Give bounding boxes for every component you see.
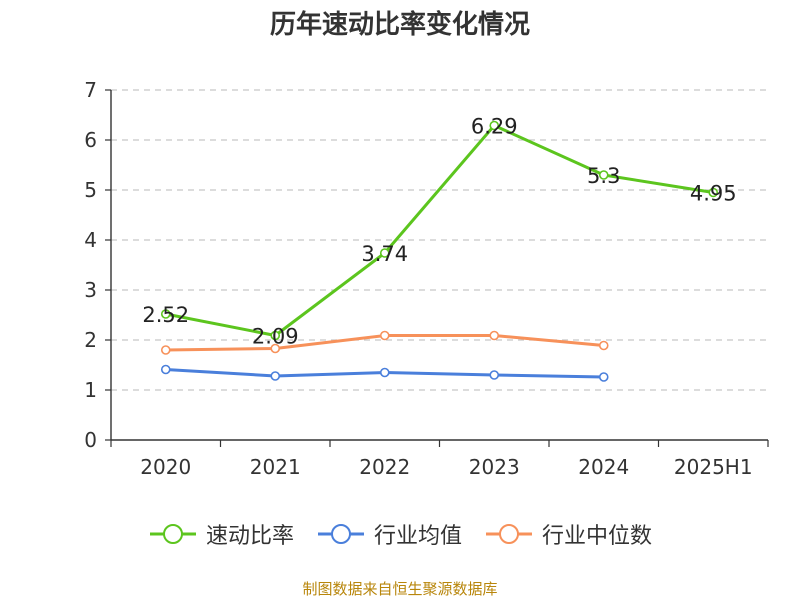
legend-swatch-icon bbox=[149, 524, 196, 544]
data-point bbox=[598, 372, 609, 382]
legend-label: 行业均值 bbox=[373, 524, 462, 549]
grid-layer bbox=[111, 89, 768, 391]
data-point bbox=[598, 170, 609, 180]
legend-label: 行业中位数 bbox=[542, 524, 653, 549]
legend-label: 速动比率 bbox=[205, 524, 294, 549]
data-point bbox=[489, 330, 500, 341]
data-label: 2.09 bbox=[252, 325, 299, 349]
legend: 速动比率 行业均值 行业中位数 bbox=[0, 518, 800, 550]
data-point bbox=[379, 367, 390, 378]
data-label-layer: 2.52 2.09 3.74 6.29 5.3 4.95 bbox=[142, 115, 736, 349]
chart-title: 历年速动比率变化情况 bbox=[269, 10, 530, 40]
data-point bbox=[270, 330, 281, 341]
x-tick-label: 2020 bbox=[140, 455, 191, 479]
data-point bbox=[270, 343, 281, 354]
legend-item[interactable]: 速动比率 bbox=[148, 518, 294, 550]
legend-item[interactable]: 行业中位数 bbox=[484, 518, 652, 550]
data-label: 5.3 bbox=[587, 164, 620, 188]
data-point bbox=[489, 120, 500, 131]
data-label: 6.29 bbox=[471, 115, 518, 139]
data-point bbox=[160, 364, 171, 375]
data-point bbox=[598, 340, 609, 351]
data-point bbox=[379, 248, 390, 258]
data-point bbox=[379, 330, 390, 341]
data-point bbox=[160, 309, 171, 319]
y-tick-label: 1 bbox=[84, 378, 97, 402]
y-tick-label: 2 bbox=[84, 328, 97, 352]
data-point bbox=[160, 345, 171, 355]
data-point bbox=[270, 371, 281, 381]
x-tick-label: 2024 bbox=[578, 455, 629, 479]
data-label: 4.95 bbox=[690, 182, 737, 206]
y-tick-label: 3 bbox=[84, 278, 97, 302]
y-tick-label: 0 bbox=[84, 428, 97, 452]
data-label: 2.52 bbox=[142, 303, 189, 327]
legend-swatch-icon bbox=[317, 524, 364, 544]
series-line bbox=[165, 124, 714, 337]
x-tick-label: 2023 bbox=[469, 455, 520, 479]
data-point bbox=[489, 370, 500, 380]
data-label: 3.74 bbox=[361, 242, 408, 266]
y-tick-label: 5 bbox=[84, 178, 97, 202]
y-tick-label: 4 bbox=[84, 228, 97, 252]
x-tick-label: 2022 bbox=[359, 455, 410, 479]
axis-layer: 0 1 2 3 4 5 6 7 2020 2021 2022 2023 2024 2025H1 bbox=[84, 78, 769, 479]
x-tick-label: 2021 bbox=[250, 455, 301, 479]
legend-item[interactable]: 行业均值 bbox=[316, 518, 462, 550]
legend-swatch-icon bbox=[486, 524, 532, 544]
source-note: 制图数据来自恒生聚源数据库 bbox=[302, 580, 498, 598]
y-tick-label: 6 bbox=[84, 128, 97, 152]
data-point bbox=[708, 187, 719, 198]
x-tick-label: 2025H1 bbox=[674, 455, 753, 479]
y-tick-label: 7 bbox=[84, 78, 97, 102]
series-layer bbox=[160, 120, 719, 382]
